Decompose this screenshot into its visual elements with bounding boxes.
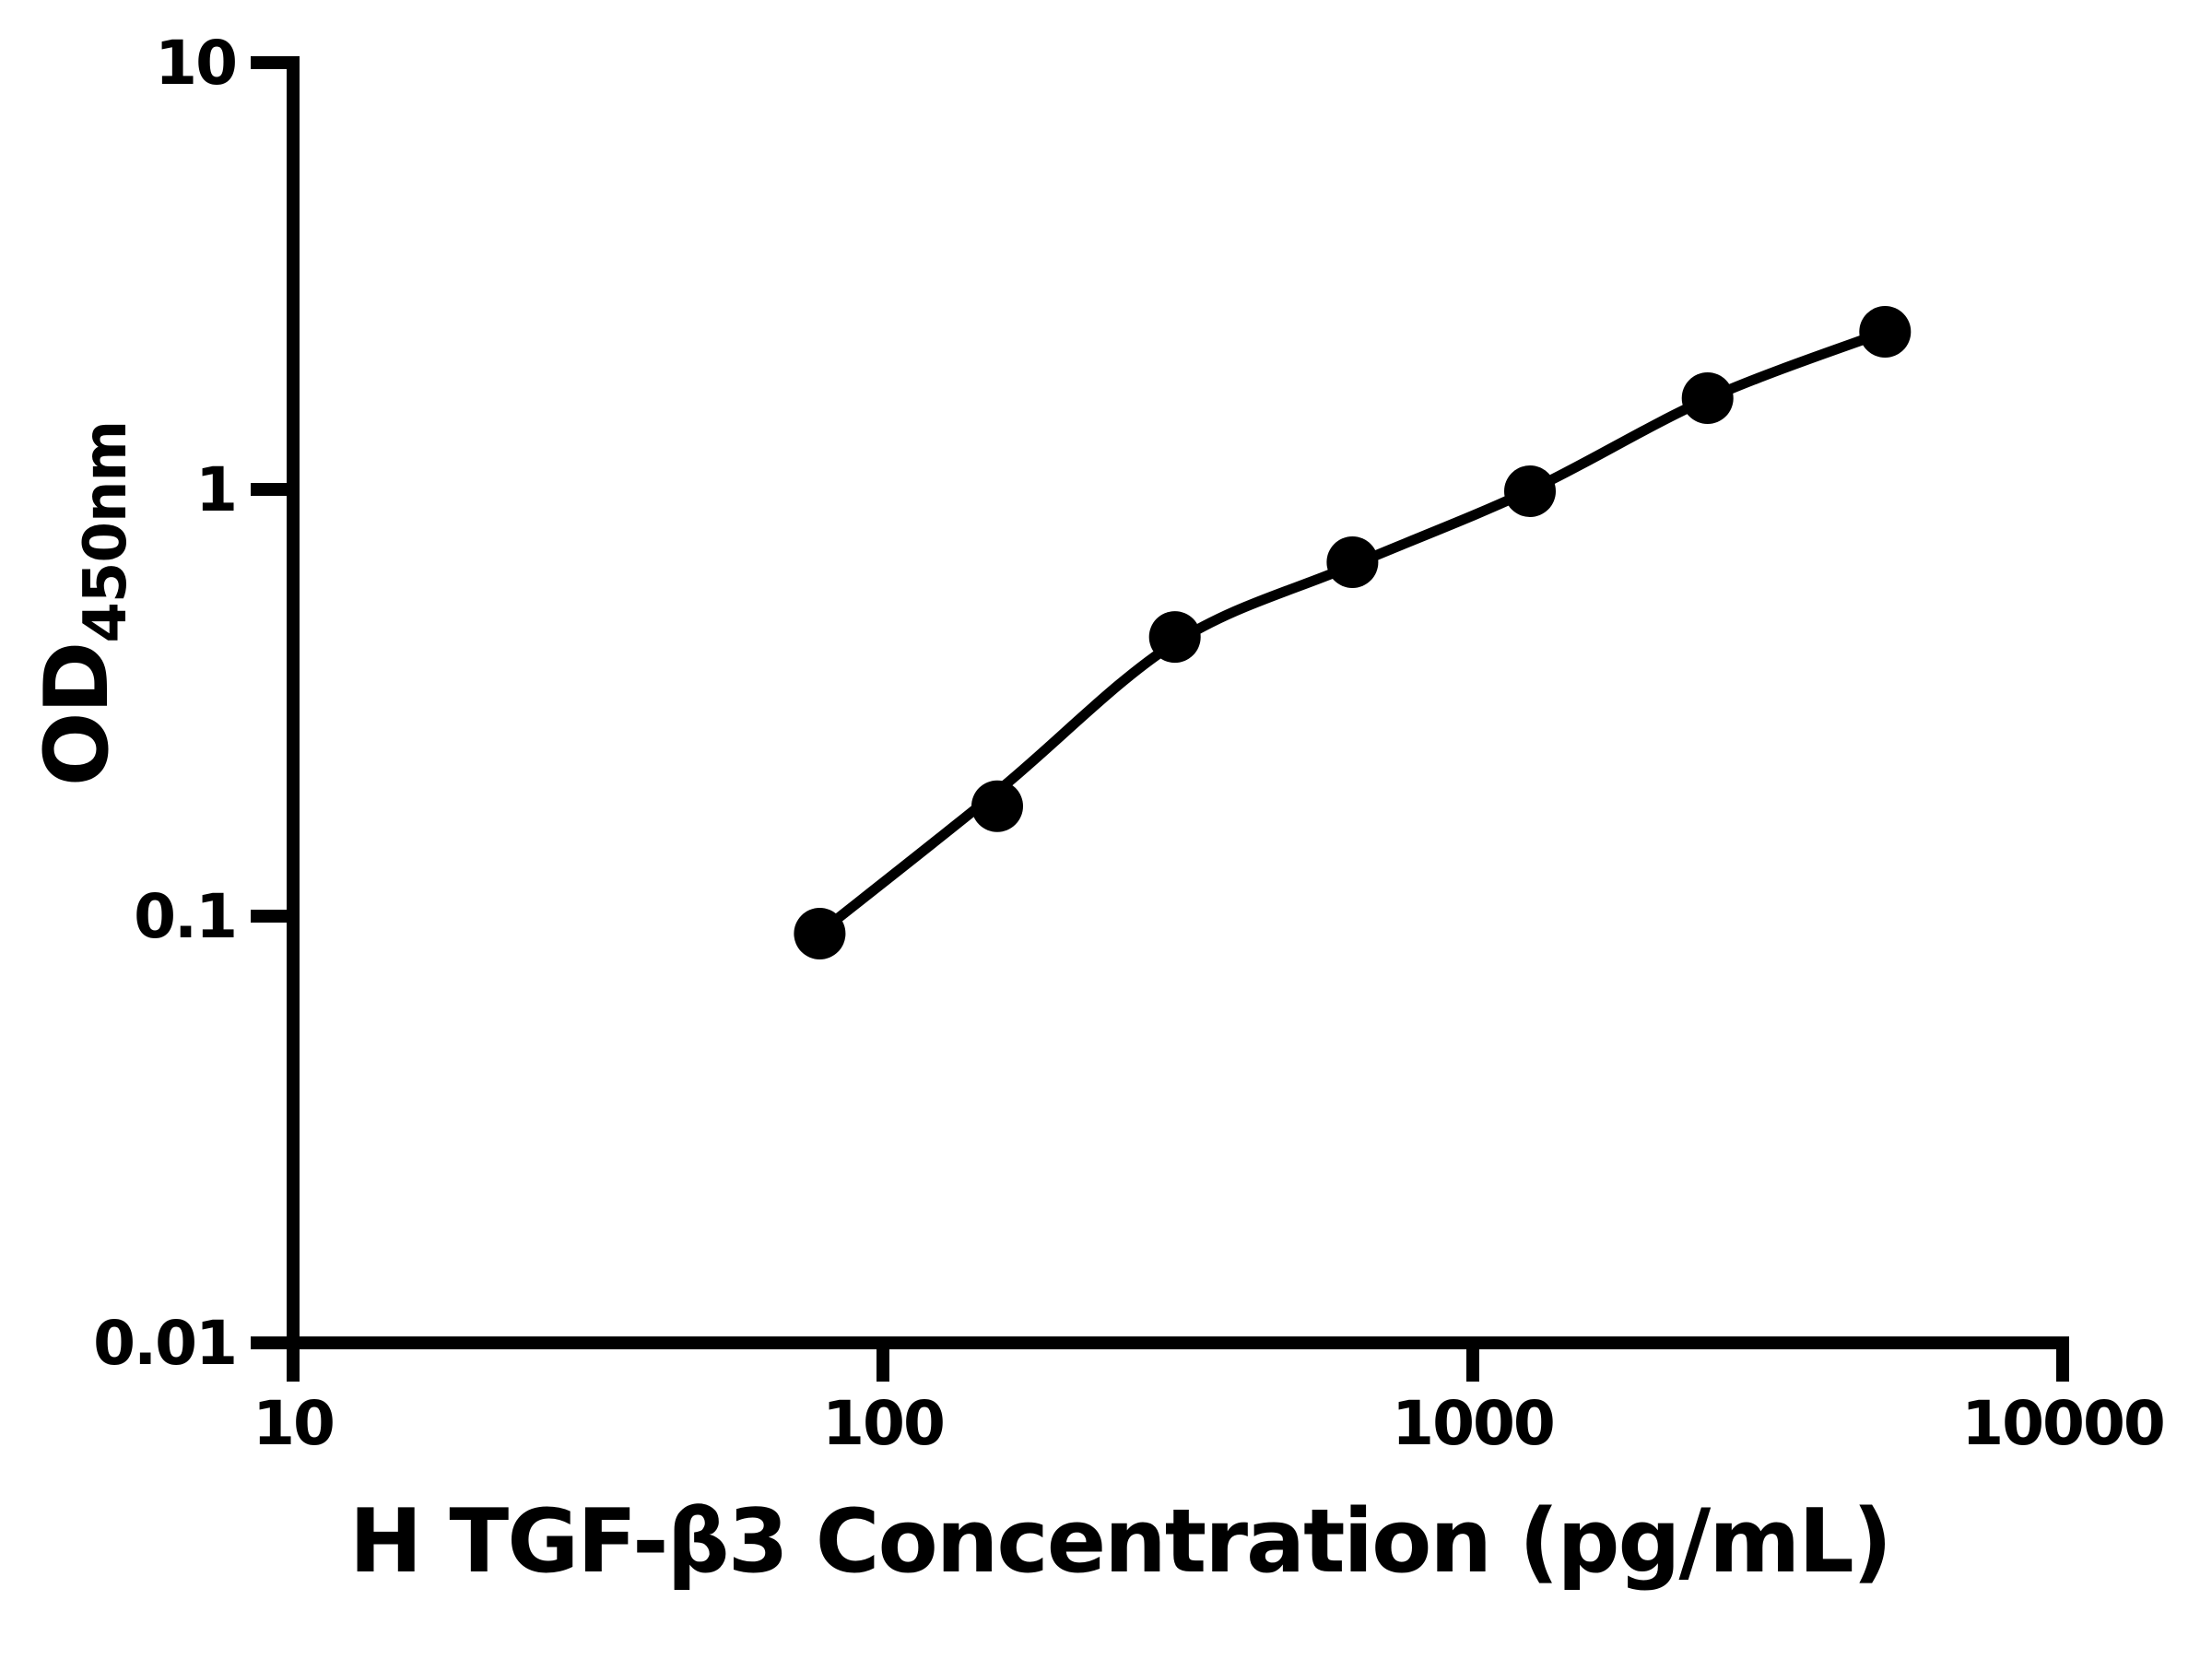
data-point bbox=[971, 780, 1023, 832]
fitted-curve bbox=[816, 326, 1888, 937]
x-tick-label: 1000 bbox=[1392, 1388, 1554, 1459]
y-axis-title-subscript: 450nm bbox=[72, 421, 140, 643]
data-point bbox=[1326, 536, 1379, 588]
data-point bbox=[1681, 372, 1734, 424]
y-axis-title: OD450nm bbox=[27, 421, 140, 786]
data-point bbox=[1859, 306, 1912, 358]
y-tick-label: 10 bbox=[155, 28, 236, 99]
data-point bbox=[1148, 611, 1201, 664]
x-tick-label: 10 bbox=[253, 1388, 334, 1459]
x-tick-label: 10000 bbox=[1961, 1388, 2164, 1459]
data-point bbox=[794, 908, 846, 959]
x-tick-label: 100 bbox=[822, 1388, 944, 1459]
y-tick-label: 0.01 bbox=[93, 1308, 236, 1379]
y-tick-label: 1 bbox=[195, 454, 236, 525]
x-axis-title: H TGF-β3 Concentration (pg/mL) bbox=[349, 1491, 1890, 1593]
y-tick-label: 0.1 bbox=[134, 881, 236, 952]
y-axis-title-main: OD bbox=[27, 643, 128, 787]
ticks-layer: 10 100 1000 10000 10 1 0.1 0.01 bbox=[93, 28, 2166, 1459]
data-point bbox=[1504, 465, 1556, 517]
plot-layer bbox=[794, 306, 1912, 959]
